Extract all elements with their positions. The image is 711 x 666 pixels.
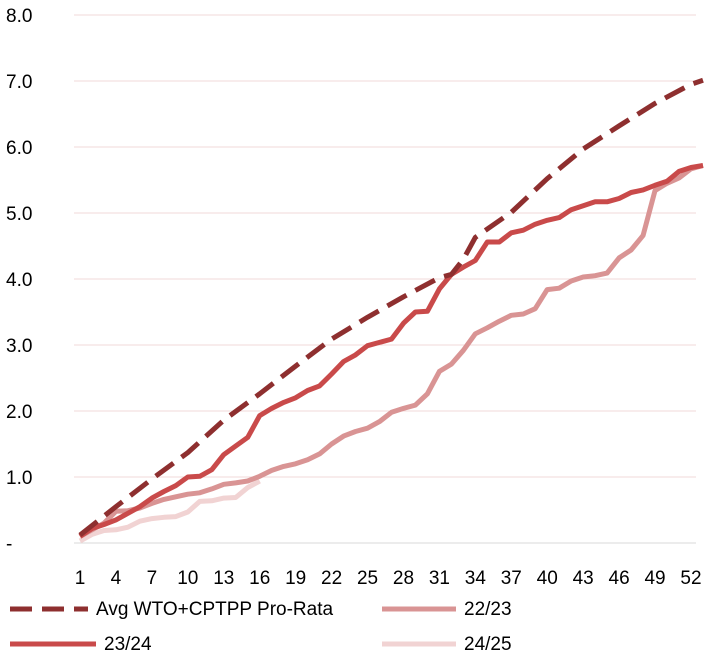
- legend-item-22-23: 22/23: [382, 599, 512, 620]
- gridlines: [74, 14, 696, 544]
- legend-item-24-25: 24/25: [382, 634, 512, 655]
- x-tick-label: 49: [644, 568, 665, 589]
- series-line-avg-wto-cptpp-pro-rata: [78, 77, 704, 538]
- series-lines: [78, 77, 704, 544]
- y-tick-label: 4.0: [6, 270, 32, 291]
- x-tick-label: 37: [501, 568, 522, 589]
- y-tick-label: 3.0: [6, 336, 32, 357]
- x-tick-label: 31: [429, 568, 450, 589]
- y-tick-label: -: [6, 534, 12, 555]
- legend-label: 22/23: [464, 599, 512, 620]
- legend-label: Avg WTO+CPTPP Pro-Rata: [96, 599, 333, 620]
- x-tick-label: 52: [680, 568, 701, 589]
- x-tick-label: 16: [249, 568, 270, 589]
- legend-item-avg-wto-cptpp-pro-rata: Avg WTO+CPTPP Pro-Rata: [10, 599, 333, 620]
- x-tick-label: 19: [285, 568, 306, 589]
- x-tick-label: 43: [573, 568, 594, 589]
- x-axis: 1 4 7 10 13 16 19 22 25 28 31 34 37 40 43 46 49 52: [75, 568, 702, 589]
- x-tick-label: 4: [111, 568, 122, 589]
- x-tick-label: 13: [213, 568, 234, 589]
- x-tick-label: 25: [357, 568, 378, 589]
- series-line-23-24: [78, 163, 704, 539]
- legend-item-23-24: 23/24: [10, 634, 152, 655]
- x-tick-label: 28: [393, 568, 414, 589]
- y-tick-label: 1.0: [6, 468, 32, 489]
- legend-label: 23/24: [104, 634, 152, 655]
- x-tick-label: 22: [321, 568, 342, 589]
- x-tick-label: 1: [75, 568, 86, 589]
- legend-label: 24/25: [464, 634, 512, 655]
- y-tick-label: 7.0: [6, 72, 32, 93]
- x-tick-label: 34: [465, 568, 487, 589]
- legend: Avg WTO+CPTPP Pro-Rata 22/23 23/24 24/25: [10, 599, 512, 655]
- series-line-22-23: [78, 163, 704, 539]
- x-tick-label: 46: [609, 568, 630, 589]
- y-tick-label: 2.0: [6, 402, 32, 423]
- y-axis: - 1.0 2.0 3.0 4.0 5.0 6.0 7.0 8.0: [6, 6, 32, 555]
- x-tick-label: 10: [177, 568, 198, 589]
- x-tick-label: 40: [537, 568, 558, 589]
- series-line-24-25: [78, 478, 261, 544]
- y-tick-label: 5.0: [6, 204, 32, 225]
- y-tick-label: 6.0: [6, 138, 32, 159]
- y-tick-label: 8.0: [6, 6, 32, 27]
- x-tick-label: 7: [147, 568, 158, 589]
